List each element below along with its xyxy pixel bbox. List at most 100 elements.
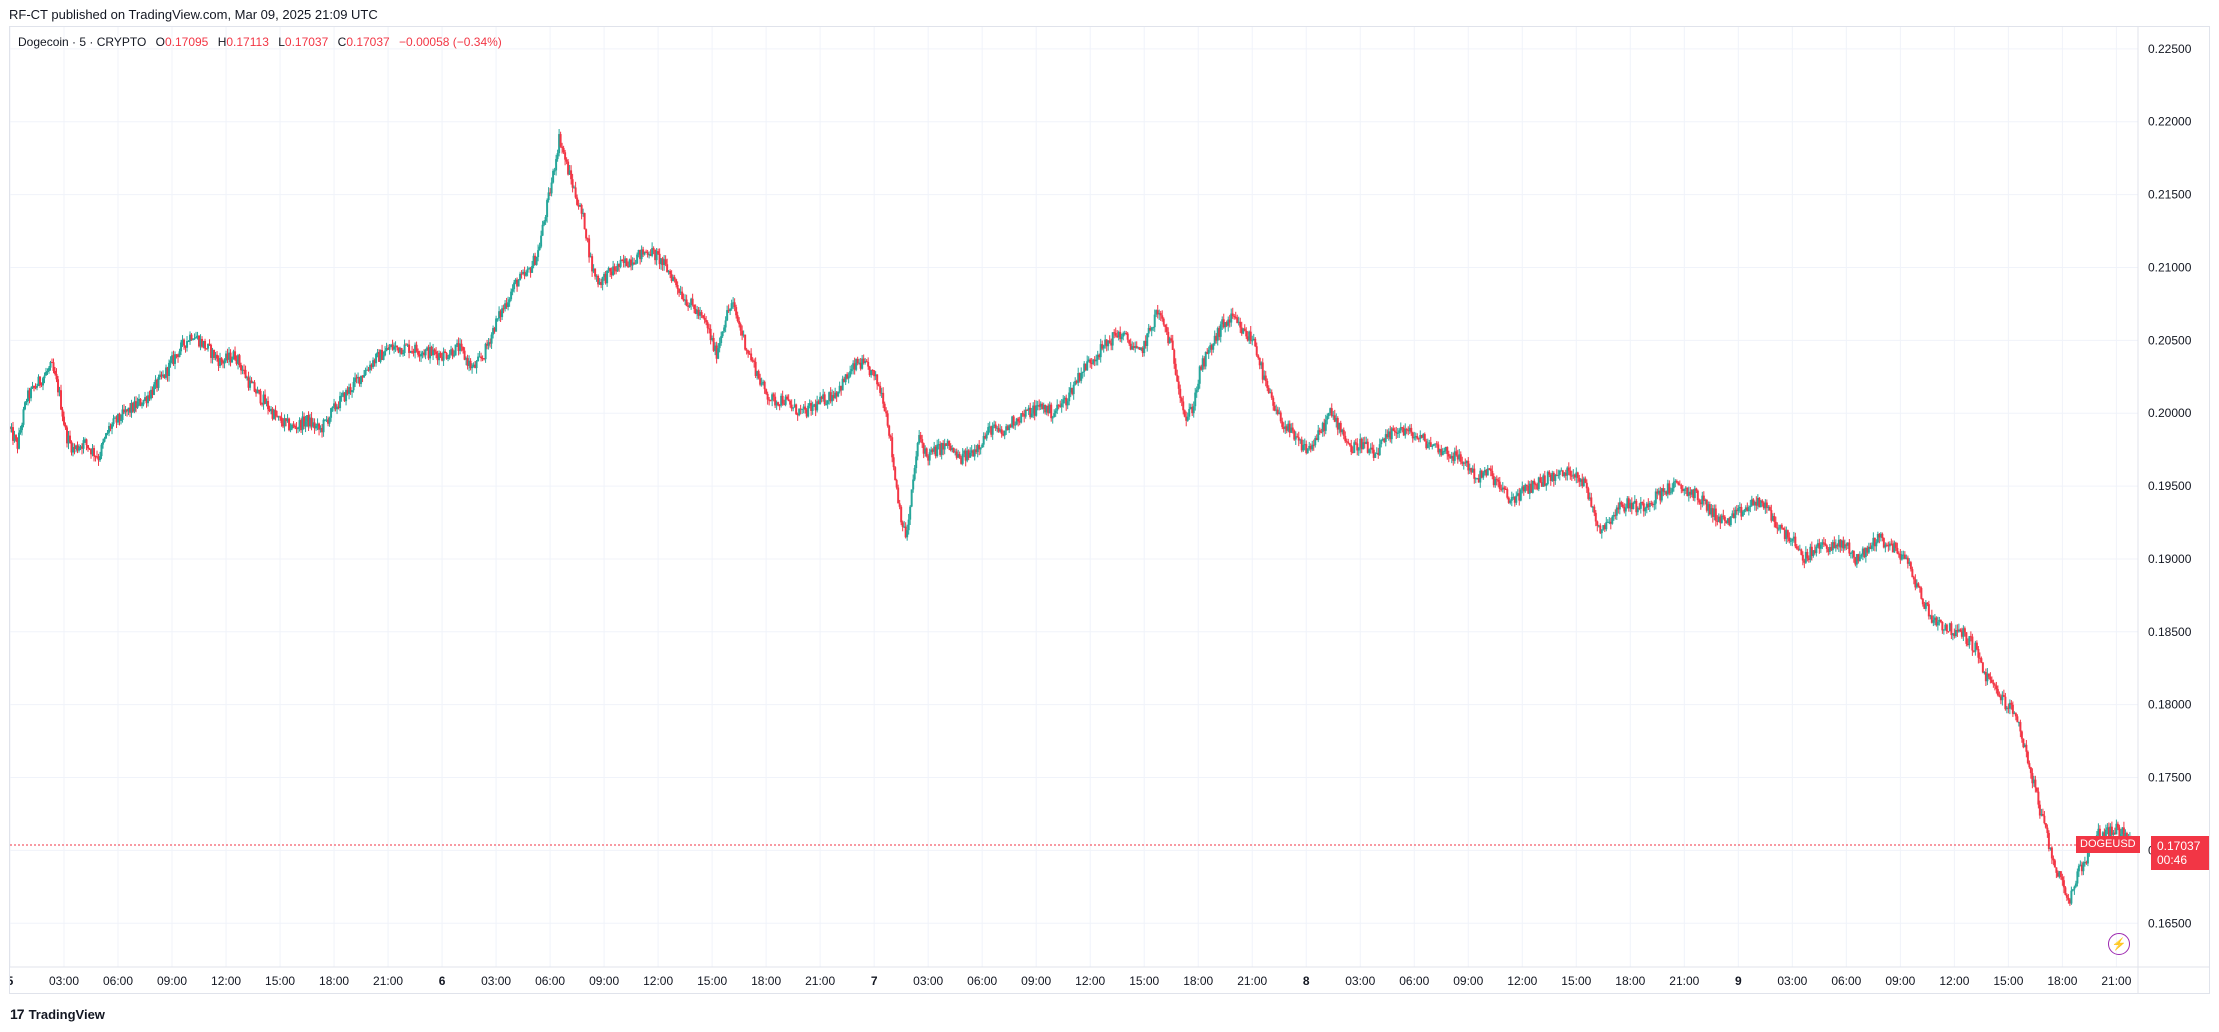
candle-body <box>1354 442 1357 444</box>
candle-body <box>2008 702 2011 709</box>
candle-body <box>1258 357 1261 366</box>
candle-body <box>331 406 334 409</box>
candle-body <box>417 351 420 355</box>
candle-body <box>88 448 91 450</box>
candle-body <box>1477 478 1480 483</box>
candle-body <box>63 416 66 425</box>
tradingview-logo[interactable]: 17 TradingView <box>10 1006 105 1022</box>
candle-body <box>1705 500 1708 511</box>
candle-body <box>1638 507 1641 509</box>
candle-body <box>1564 472 1567 476</box>
candle-body <box>1659 490 1662 501</box>
candle-body <box>1668 483 1671 494</box>
candle-body <box>1842 540 1845 549</box>
candle-body <box>1357 447 1360 451</box>
candle-body <box>1909 562 1912 570</box>
candle-body <box>789 401 792 405</box>
candle-body <box>1374 453 1377 458</box>
candle-body <box>1680 485 1683 489</box>
candle-body <box>1749 505 1752 508</box>
candle-body <box>1963 628 1966 633</box>
candle-body <box>216 354 219 359</box>
candle-body <box>355 377 358 379</box>
candle-body <box>990 426 993 435</box>
candle-body <box>1792 536 1795 539</box>
candle-body <box>1039 403 1042 407</box>
candle-body <box>391 344 394 350</box>
candle-body <box>1084 363 1087 371</box>
candle-body <box>418 354 421 357</box>
candle-body <box>208 343 211 345</box>
candle-body <box>409 351 412 353</box>
candle-body <box>1702 495 1705 501</box>
candle-body <box>282 423 285 427</box>
candle-body <box>1510 497 1513 501</box>
candle-body <box>2112 832 2115 835</box>
candle-body <box>682 298 685 301</box>
candle-body <box>1873 537 1876 547</box>
candle-body <box>1876 534 1879 543</box>
candle-body <box>388 346 391 350</box>
candle-body <box>987 427 990 435</box>
candle-body <box>1513 496 1516 503</box>
candle-body <box>1803 560 1806 563</box>
candle-body <box>2062 880 2065 888</box>
candle-body <box>648 254 651 256</box>
candle-body <box>96 456 99 458</box>
candle-body <box>324 419 327 421</box>
chart-pane[interactable]: 0.22500 0.22000 0.21500 0.21000 0.20500 0.200… <box>9 26 2210 994</box>
candle-body <box>1731 513 1734 517</box>
candle-body <box>276 415 279 417</box>
candle-body <box>1143 340 1146 354</box>
candle-body <box>469 360 472 369</box>
candle-body <box>1053 413 1056 418</box>
publish-info: RF-CT published on TradingView.com, Mar … <box>9 7 378 22</box>
chart-canvas[interactable]: 0.22500 0.22000 0.21500 0.21000 0.20500 0.200… <box>10 27 2209 993</box>
candle-body <box>1770 510 1773 521</box>
candle-body <box>907 519 910 531</box>
candle-body <box>2040 814 2043 816</box>
lightning-icon[interactable]: ⚡ <box>2108 933 2130 955</box>
candle-body <box>979 447 982 450</box>
candle-body <box>1116 335 1119 338</box>
candle-body <box>1434 443 1437 445</box>
candle-body <box>1032 405 1035 414</box>
candle-body <box>1798 549 1801 551</box>
candle-body <box>2011 704 2014 714</box>
y-tick-label: 0.22000 <box>2148 115 2192 129</box>
candle-body <box>508 299 511 303</box>
candle-body <box>1903 554 1906 559</box>
candle-body <box>1384 434 1387 442</box>
x-tick-label: 8 <box>1303 974 1310 988</box>
candle-body <box>1869 546 1872 549</box>
legend-symbol[interactable]: Dogecoin · 5 · CRYPTO <box>18 35 147 49</box>
candle-body <box>1969 636 1972 638</box>
candle-body <box>1836 544 1839 547</box>
candle-body <box>528 268 531 270</box>
candle-body <box>1129 343 1132 350</box>
candle-body <box>1369 447 1372 450</box>
candle-body <box>1800 549 1803 555</box>
candle-body <box>544 217 547 222</box>
candle-body <box>1474 478 1477 480</box>
candle-body <box>1095 359 1098 362</box>
candle-body <box>667 270 670 273</box>
candle-body <box>1444 446 1447 451</box>
candle-body <box>271 408 274 419</box>
candle-body <box>1516 493 1519 496</box>
candle-body <box>217 358 220 366</box>
candle-body <box>1974 642 1977 652</box>
candle-body <box>1819 544 1822 549</box>
candle-body <box>198 335 201 347</box>
candle-body <box>1300 439 1303 451</box>
candle-body <box>690 298 693 306</box>
candle-body <box>1198 366 1201 384</box>
candle-body <box>826 400 829 405</box>
candle-body <box>646 252 649 255</box>
candle-body <box>1071 387 1074 395</box>
candle-body <box>1483 470 1486 473</box>
candle-body <box>579 204 582 207</box>
candle-body <box>1290 427 1293 433</box>
candle-body <box>1026 409 1029 411</box>
x-tick-label: 06:00 <box>103 974 133 988</box>
